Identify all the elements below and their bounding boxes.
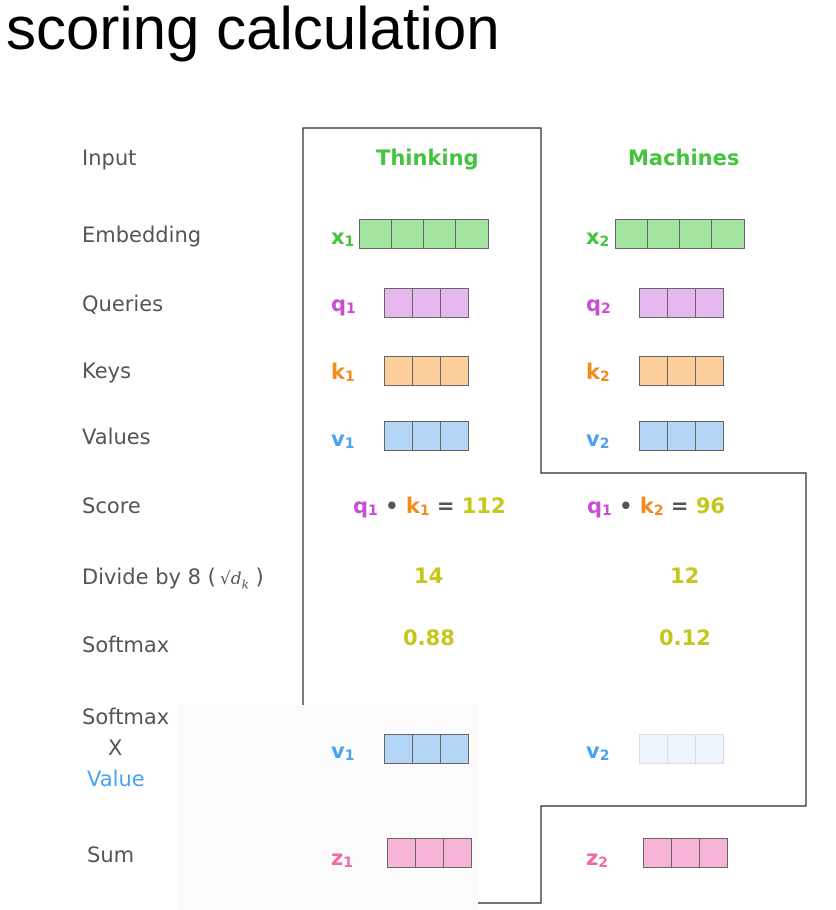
row-label-embedding: Embedding [82, 223, 202, 247]
key-vector-1 [384, 356, 469, 386]
vector-cell [668, 735, 696, 763]
word-machines: Machines [628, 146, 740, 170]
softmax-value-1: 0.88 [403, 626, 455, 650]
vector-cell [441, 357, 468, 385]
row-label-divide: Divide by 8 (√dk ) [82, 565, 264, 591]
symbol-x1: x1 [331, 225, 355, 250]
symbol-x2: x2 [586, 225, 610, 250]
vector-cell [700, 839, 727, 867]
vector-cell [413, 735, 441, 763]
symbol-z2: z2 [586, 846, 608, 871]
vector-cell [640, 357, 668, 385]
row-label-softmax-value-2: X [108, 736, 123, 760]
vector-cell [696, 289, 723, 317]
vector-cell [388, 839, 416, 867]
divide-suffix: ) [248, 565, 264, 589]
divide-prefix: Divide by 8 ( [82, 565, 216, 589]
vector-cell [385, 289, 413, 317]
symbol-v2-weighted: v2 [586, 739, 610, 764]
row-label-values: Values [82, 425, 151, 449]
divided-value-1: 14 [414, 564, 444, 588]
vector-cell [644, 839, 672, 867]
vector-cell [640, 422, 668, 450]
row-label-keys: Keys [82, 359, 132, 383]
vector-cell [640, 735, 668, 763]
sum-vector-2 [643, 838, 728, 868]
vector-cell [444, 839, 471, 867]
vector-cell [392, 220, 424, 248]
vector-cell [413, 289, 441, 317]
row-label-softmax: Softmax [82, 633, 170, 657]
score-expression-2: q1 • k2 = 96 [587, 494, 726, 519]
query-vector-1 [384, 288, 469, 318]
vector-cell [672, 839, 700, 867]
value-vector-1 [384, 421, 469, 451]
symbol-v1-weighted: v1 [331, 739, 355, 764]
row-label-queries: Queries [82, 292, 164, 316]
sum-vector-1 [387, 838, 472, 868]
vector-cell [616, 220, 648, 248]
symbol-k1: k1 [331, 360, 355, 385]
embedding-vector-1 [359, 219, 489, 249]
score-value-2: 96 [695, 494, 726, 518]
row-label-input: Input [82, 146, 137, 170]
symbol-q1: q1 [331, 292, 356, 317]
divide-math: √dk [219, 569, 249, 592]
vector-cell [413, 422, 441, 450]
vector-cell [680, 220, 712, 248]
vector-cell [416, 839, 444, 867]
symbol-z1: z1 [331, 846, 353, 871]
symbol-v1: v1 [331, 427, 355, 452]
symbol-k2: k2 [586, 360, 610, 385]
divided-value-2: 12 [670, 564, 700, 588]
row-label-sum: Sum [87, 843, 135, 867]
weighted-value-vector-1 [384, 734, 469, 764]
word-thinking: Thinking [376, 146, 479, 170]
vector-cell [441, 289, 468, 317]
vector-cell [456, 220, 488, 248]
score-expression-1: q1 • k1 = 112 [353, 494, 506, 519]
vector-cell [385, 357, 413, 385]
key-vector-2 [639, 356, 724, 386]
vector-cell [696, 422, 723, 450]
row-label-score: Score [82, 494, 141, 518]
page-title: scoring calculation [6, 0, 500, 62]
vector-cell [360, 220, 392, 248]
query-vector-2 [639, 288, 724, 318]
vector-cell [385, 735, 413, 763]
vector-cell [441, 422, 468, 450]
score-value-1: 112 [461, 494, 506, 518]
row-label-softmax-value-3: Value [87, 767, 145, 791]
vector-cell [385, 422, 413, 450]
vector-cell [668, 357, 696, 385]
vector-cell [696, 357, 723, 385]
embedding-vector-2 [615, 219, 745, 249]
vector-cell [668, 289, 696, 317]
vector-cell [648, 220, 680, 248]
weighted-value-vector-2 [639, 734, 724, 764]
value-vector-2 [639, 421, 724, 451]
vector-cell [424, 220, 456, 248]
vector-cell [441, 735, 468, 763]
row-label-softmax-value-1: Softmax [82, 705, 170, 729]
vector-cell [712, 220, 744, 248]
vector-cell [696, 735, 723, 763]
vector-cell [640, 289, 668, 317]
vector-cell [668, 422, 696, 450]
symbol-q2: q2 [586, 292, 611, 317]
symbol-v2: v2 [586, 427, 610, 452]
softmax-value-2: 0.12 [659, 626, 711, 650]
vector-cell [413, 357, 441, 385]
